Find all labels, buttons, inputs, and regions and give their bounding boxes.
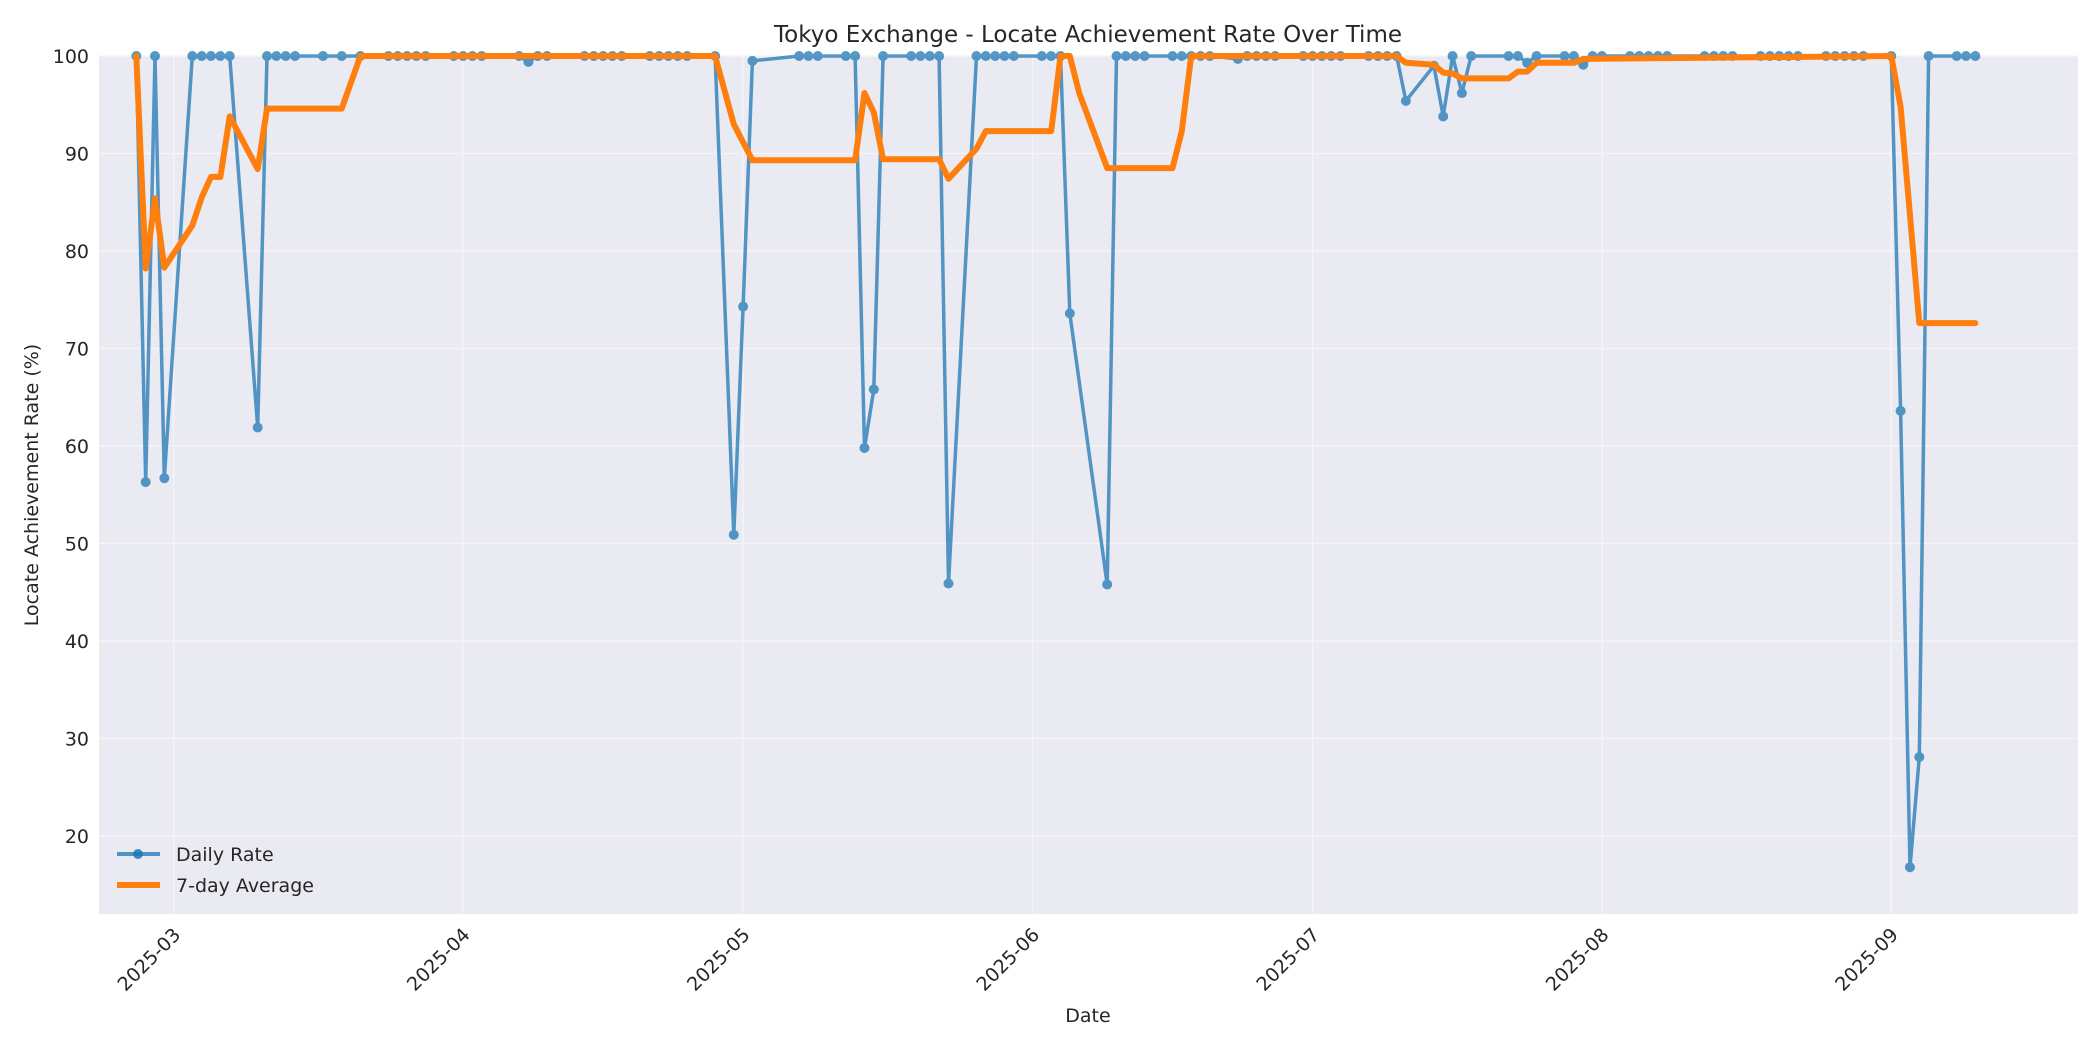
daily-rate-point bbox=[738, 301, 749, 312]
y-tick-label: 70 bbox=[65, 339, 89, 361]
y-tick-label: 30 bbox=[65, 729, 89, 751]
daily-rate-point bbox=[878, 51, 889, 61]
daily-rate-point bbox=[1176, 51, 1187, 61]
daily-rate-point bbox=[290, 51, 301, 61]
daily-rate-point bbox=[224, 51, 235, 61]
daily-rate-point bbox=[1503, 51, 1514, 61]
daily-rate-point bbox=[1951, 51, 1962, 61]
daily-rate-point bbox=[747, 55, 758, 66]
daily-rate-point bbox=[1960, 51, 1971, 61]
daily-rate-point bbox=[840, 51, 851, 61]
daily-rate-point bbox=[206, 51, 217, 61]
daily-rate-point bbox=[980, 51, 991, 61]
daily-rate-point bbox=[150, 51, 161, 61]
daily-rate-point bbox=[187, 51, 198, 61]
daily-rate-point bbox=[1438, 111, 1449, 122]
y-tick-label: 100 bbox=[53, 46, 89, 68]
daily-rate-point bbox=[1130, 51, 1141, 61]
daily-rate-point bbox=[943, 578, 954, 589]
daily-rate-point bbox=[1559, 51, 1570, 61]
x-tick-label: 2025-03 bbox=[114, 924, 186, 996]
y-tick-label: 80 bbox=[65, 241, 89, 263]
daily-rate-point bbox=[1568, 51, 1579, 61]
daily-rate-point bbox=[1008, 51, 1019, 61]
daily-rate-point bbox=[1036, 51, 1047, 61]
daily-rate-point bbox=[1111, 51, 1122, 61]
daily-rate-point bbox=[252, 422, 263, 433]
daily-rate-point bbox=[1046, 51, 1057, 61]
y-axis-ticks: 20 30 40 50 60 70 80 90 100 bbox=[53, 46, 89, 848]
daily-rate-point bbox=[1904, 862, 1915, 873]
daily-rate-point bbox=[215, 51, 226, 61]
daily-rate-point bbox=[262, 51, 273, 61]
x-tick-label: 2025-07 bbox=[1252, 924, 1324, 996]
x-axis-ticks: 2025-03 2025-04 2025-05 2025-06 2025-07 2025-… bbox=[114, 924, 1903, 996]
series-layer bbox=[131, 51, 1981, 873]
daily-rate-point bbox=[271, 51, 282, 61]
daily-rate-point bbox=[159, 473, 170, 484]
daily-rate-point bbox=[318, 51, 329, 61]
y-tick-label: 40 bbox=[65, 631, 89, 653]
y-tick-label: 20 bbox=[65, 826, 89, 848]
x-axis-label: Date bbox=[1065, 1005, 1110, 1027]
daily-rate-point bbox=[1064, 308, 1075, 319]
plot-area bbox=[99, 56, 2078, 914]
x-tick-label: 2025-08 bbox=[1542, 924, 1614, 996]
daily-rate-point bbox=[794, 51, 805, 61]
daily-rate-point bbox=[140, 477, 151, 488]
daily-rate-point bbox=[906, 51, 917, 61]
chart-title: Tokyo Exchange - Locate Achievement Rate… bbox=[773, 22, 1402, 48]
daily-rate-point bbox=[1895, 405, 1906, 416]
daily-rate-point bbox=[1139, 51, 1150, 61]
daily-rate-point bbox=[868, 384, 879, 395]
y-tick-label: 50 bbox=[65, 534, 89, 556]
daily-rate-point bbox=[859, 442, 870, 453]
daily-rate-point bbox=[812, 51, 823, 61]
daily-rate-point bbox=[1923, 51, 1934, 61]
daily-rate-point bbox=[1447, 51, 1458, 61]
x-tick-label: 2025-04 bbox=[403, 924, 475, 996]
daily-rate-point bbox=[336, 51, 347, 61]
daily-rate-point bbox=[971, 51, 982, 61]
daily-rate-point bbox=[1456, 88, 1467, 99]
daily-rate-point bbox=[1512, 51, 1523, 61]
x-tick-label: 2025-09 bbox=[1831, 924, 1903, 996]
daily-rate-point bbox=[1531, 51, 1542, 61]
legend-daily-marker-icon bbox=[133, 849, 143, 859]
daily-rate-point bbox=[280, 51, 291, 61]
daily-rate-point bbox=[1914, 752, 1925, 763]
daily-rate-point bbox=[1970, 51, 1981, 61]
daily-rate-point bbox=[523, 56, 534, 67]
daily-rate-point bbox=[924, 51, 935, 61]
daily-rate-point bbox=[1400, 95, 1411, 106]
daily-rate-point bbox=[1466, 51, 1477, 61]
x-tick-label: 2025-06 bbox=[972, 924, 1044, 996]
daily-rate-point bbox=[934, 51, 945, 61]
daily-rate-point bbox=[1167, 51, 1178, 61]
daily-rate-point bbox=[1102, 579, 1113, 590]
y-axis-label: Locate Achievement Rate (%) bbox=[21, 344, 43, 626]
daily-rate-point bbox=[728, 529, 739, 540]
y-tick-label: 90 bbox=[65, 144, 89, 166]
y-tick-label: 60 bbox=[65, 436, 89, 458]
x-tick-label: 2025-05 bbox=[683, 924, 755, 996]
daily-rate-point bbox=[915, 51, 926, 61]
daily-rate-point bbox=[1120, 51, 1131, 61]
seven-day-average-series bbox=[133, 53, 1979, 327]
legend: Daily Rate 7-day Average bbox=[117, 844, 314, 897]
daily-rate-point bbox=[196, 51, 207, 61]
daily-rate-point bbox=[803, 51, 814, 61]
legend-daily-label: Daily Rate bbox=[176, 844, 274, 866]
daily-rate-point bbox=[850, 51, 861, 61]
daily-rate-point bbox=[999, 51, 1010, 61]
legend-avg-label: 7-day Average bbox=[176, 875, 314, 897]
daily-rate-point bbox=[990, 51, 1001, 61]
